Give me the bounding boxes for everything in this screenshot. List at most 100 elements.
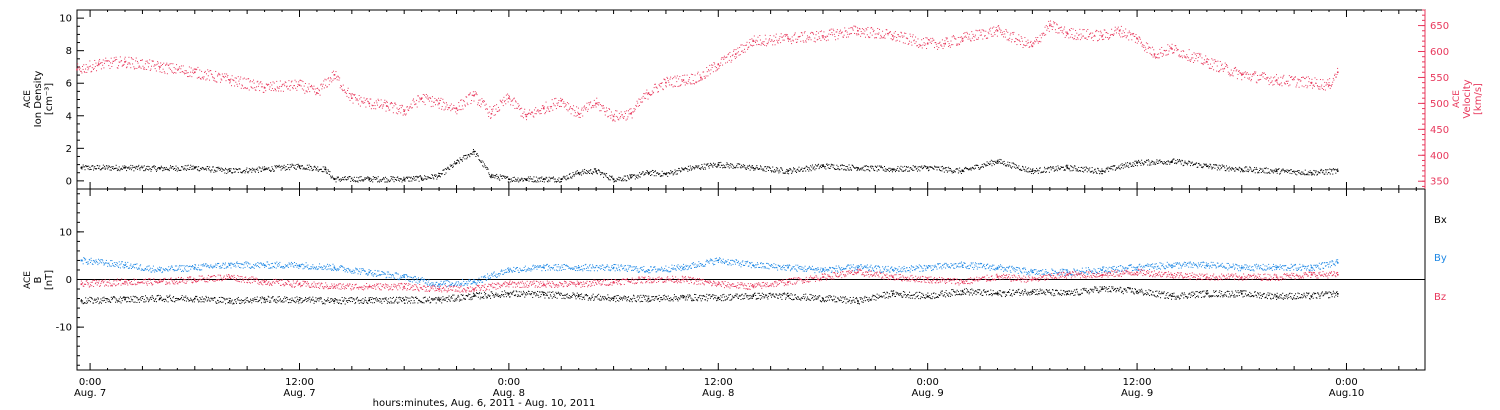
density-point <box>228 170 231 172</box>
velocity-sample <box>800 40 802 42</box>
density-sample <box>1178 160 1180 162</box>
velocity-sample <box>427 95 429 97</box>
density-sample <box>260 170 262 172</box>
density-sample <box>115 167 117 169</box>
bx-sample <box>146 297 148 299</box>
density-sample <box>1048 171 1050 173</box>
velocity-sample <box>860 35 862 37</box>
velocity-sample <box>285 86 287 88</box>
density-sample <box>961 169 963 171</box>
velocity-point <box>822 35 824 37</box>
velocity-sample <box>527 113 529 115</box>
density-sample <box>1007 161 1009 163</box>
velocity-sample <box>416 106 418 108</box>
velocity-sample <box>657 91 659 93</box>
velocity-sample <box>602 107 604 109</box>
density-sample <box>1328 172 1330 174</box>
density-sample <box>319 168 321 170</box>
velocity-sample <box>839 29 841 31</box>
density-sample <box>673 172 675 174</box>
density-sample <box>88 165 90 167</box>
bx-sample <box>103 296 105 298</box>
velocity-sample <box>289 89 291 91</box>
density-sample <box>851 169 853 171</box>
density-sample <box>389 179 391 181</box>
bx-sample <box>229 302 231 304</box>
density-sample <box>596 172 598 174</box>
density-sample <box>502 175 504 177</box>
density-sample <box>212 166 214 168</box>
density-sample <box>661 170 663 172</box>
velocity-sample <box>905 32 907 34</box>
velocity-sample <box>678 85 680 87</box>
density-sample <box>561 178 563 180</box>
density-sample <box>823 165 825 167</box>
velocity-sample <box>1183 50 1185 52</box>
density-sample <box>832 164 834 166</box>
density-sample <box>1227 167 1229 169</box>
density-sample <box>170 165 172 167</box>
density-sample <box>648 172 650 174</box>
velocity-sample <box>1100 32 1102 34</box>
density-sample <box>935 166 937 168</box>
density-sample <box>973 168 975 170</box>
velocity-sample <box>445 106 447 108</box>
density-sample <box>551 177 553 179</box>
density-sample <box>333 178 335 180</box>
velocity-sample <box>527 113 529 115</box>
density-sample <box>1086 167 1088 169</box>
density-sample <box>914 166 916 168</box>
velocity-sample <box>573 105 575 107</box>
density-sample <box>514 180 516 182</box>
density-sample <box>573 175 575 177</box>
bx-sample <box>149 298 151 300</box>
density-sample <box>767 169 769 171</box>
density-sample <box>206 166 208 168</box>
velocity-sample <box>545 101 547 103</box>
velocity-sample <box>169 63 171 65</box>
bx-sample <box>209 300 211 302</box>
velocity-sample <box>1035 37 1037 39</box>
density-sample <box>645 172 647 174</box>
density-sample <box>968 169 970 171</box>
density-sample <box>240 171 242 173</box>
velocity-sample <box>83 64 85 66</box>
velocity-sample <box>1163 49 1165 51</box>
density-sample <box>342 176 344 178</box>
density-sample <box>569 173 571 175</box>
velocity-sample <box>987 31 989 33</box>
density-sample <box>1232 168 1234 170</box>
density-sample <box>281 165 283 167</box>
density-sample <box>275 167 277 169</box>
density-sample <box>689 169 691 171</box>
velocity-sample <box>486 108 488 110</box>
velocity-sample <box>340 85 342 87</box>
density-sample <box>476 152 478 154</box>
velocity-sample <box>667 80 669 82</box>
velocity-sample <box>661 82 663 84</box>
velocity-sample <box>451 108 453 110</box>
density-sample <box>894 171 896 173</box>
velocity-sample <box>1275 80 1277 82</box>
velocity-sample <box>687 80 689 82</box>
velocity-sample <box>1184 56 1186 58</box>
velocity-sample <box>637 105 639 107</box>
velocity-sample <box>544 111 546 113</box>
density-sample <box>928 169 930 171</box>
density-sample <box>177 168 179 170</box>
density-sample <box>492 174 494 176</box>
density-sample <box>93 167 95 169</box>
density-sample <box>344 176 346 178</box>
density-sample <box>739 166 741 168</box>
velocity-sample <box>435 104 437 106</box>
velocity-sample <box>532 112 534 114</box>
velocity-sample <box>1325 84 1327 86</box>
velocity-sample <box>1213 69 1215 71</box>
velocity-sample <box>446 102 448 104</box>
density-sample <box>268 167 270 169</box>
density-sample <box>907 166 909 168</box>
density-sample <box>94 166 96 168</box>
density-sample <box>360 176 362 178</box>
velocity-sample <box>220 81 222 83</box>
velocity-sample <box>181 71 183 73</box>
